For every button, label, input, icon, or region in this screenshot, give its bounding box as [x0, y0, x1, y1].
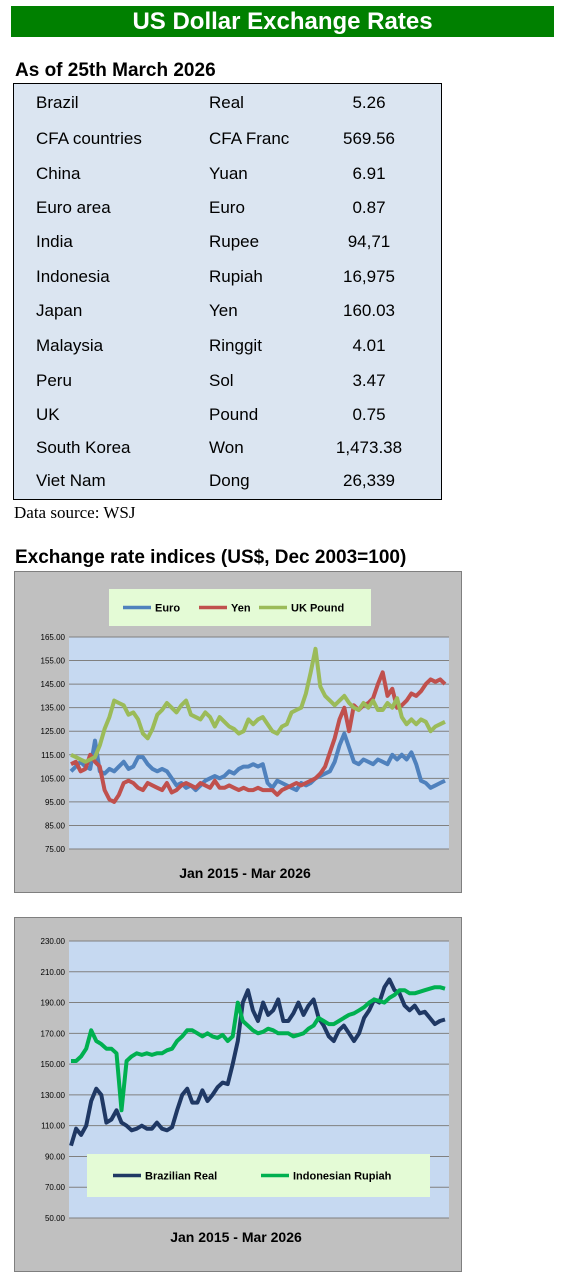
y-tick-label: 210.00 [41, 968, 66, 977]
as-of-date: As of 25th March 2026 [15, 60, 216, 81]
legend-label: UK Pound [291, 603, 344, 615]
country-cell: China [36, 164, 81, 183]
x-axis-label: Jan 2015 - Mar 2026 [170, 1229, 302, 1245]
currency-cell: Euro [209, 198, 245, 217]
rate-cell: 26,339 [343, 471, 395, 490]
table-row: Indonesia Rupiah 16,975 [14, 267, 441, 295]
legend [109, 589, 371, 626]
currency-cell: Rupiah [209, 267, 263, 286]
legend-label: Yen [231, 603, 251, 615]
table-row: Japan Yen 160.03 [14, 301, 441, 329]
rate-cell: 4.01 [352, 336, 386, 355]
table-row: Viet Nam Dong 26,339 [14, 471, 441, 499]
y-tick-label: 135.00 [41, 704, 66, 713]
y-tick-label: 130.00 [41, 1091, 66, 1100]
y-tick-label: 230.00 [41, 937, 66, 946]
y-tick-label: 110.00 [41, 1122, 65, 1131]
table-row: Euro area Euro 0.87 [14, 198, 441, 226]
country-cell: Malaysia [36, 336, 104, 355]
country-cell: Euro area [36, 198, 111, 217]
series-line-0 [69, 731, 446, 793]
table-row: UK Pound 0.75 [14, 405, 441, 433]
currency-cell: Pound [209, 405, 259, 424]
y-tick-label: 125.00 [41, 727, 66, 736]
rate-cell: 16,975 [343, 267, 395, 286]
table-row: Brazil Real 5.26 [14, 93, 441, 121]
country-cell: CFA countries [36, 129, 142, 148]
table-row: India Rupee 94,71 [14, 232, 441, 260]
currency-cell: Dong [209, 471, 250, 490]
y-tick-label: 75.00 [45, 845, 66, 854]
country-cell: Japan [36, 301, 83, 320]
currency-cell: Yuan [209, 164, 248, 183]
country-cell: Peru [36, 371, 72, 390]
y-tick-label: 70.00 [45, 1183, 66, 1192]
rate-cell: 0.87 [352, 198, 386, 217]
legend-label: Indonesian Rupiah [293, 1171, 392, 1183]
currency-cell: Rupee [209, 232, 260, 251]
y-tick-label: 90.00 [45, 1152, 66, 1161]
legend [87, 1154, 430, 1197]
series-line-1 [70, 670, 447, 804]
series-line-1 [71, 985, 446, 1113]
rate-cell: 6.91 [352, 164, 386, 183]
legend-label: Brazilian Real [145, 1171, 217, 1183]
currency-cell: CFA Franc [209, 129, 290, 148]
series-line-0 [69, 977, 446, 1147]
data-source: Data source: WSJ [14, 503, 136, 522]
y-tick-label: 95.00 [45, 798, 66, 807]
currency-cell: Won [209, 438, 244, 457]
currency-cell: Real [209, 93, 244, 112]
country-cell: Indonesia [36, 267, 110, 286]
country-cell: Brazil [36, 93, 79, 112]
currency-cell: Sol [209, 371, 234, 390]
table-row: CFA countries CFA Franc 569.56 [14, 129, 441, 157]
table-row: South Korea Won 1,473.38 [14, 438, 441, 466]
chart-major-currencies-svg: 75.00 85.00 95.00 105.00 115.00 125.00 135.00 1… [41, 589, 449, 881]
chart-emerging-currencies: 50.00 70.00 90.00 110.00 130.00 150.00 170.00 1… [14, 917, 462, 1272]
country-cell: Viet Nam [36, 471, 106, 490]
indices-heading: Exchange rate indices (US$, Dec 2003=100… [15, 547, 407, 568]
country-cell: India [36, 232, 73, 251]
table-row: Peru Sol 3.47 [14, 371, 441, 399]
rate-cell: 5.26 [352, 93, 386, 112]
y-tick-label: 50.00 [45, 1214, 66, 1223]
table-row: China Yuan 6.91 [14, 164, 441, 192]
chart-emerging-currencies-svg: 50.00 70.00 90.00 110.00 130.00 150.00 170.00 1… [41, 937, 449, 1245]
rate-cell: 0.75 [352, 405, 386, 424]
rate-cell: 569.56 [343, 129, 395, 148]
y-tick-label: 115.00 [41, 751, 65, 760]
legend-label: Euro [155, 603, 180, 615]
country-cell: UK [36, 405, 60, 424]
currency-cell: Ringgit [209, 336, 262, 355]
currency-cell: Yen [209, 301, 238, 320]
y-tick-label: 190.00 [41, 999, 66, 1008]
rate-cell: 160.03 [343, 301, 395, 320]
y-tick-label: 145.00 [41, 680, 66, 689]
y-tick-label: 170.00 [41, 1029, 66, 1038]
rates-table: Brazil Real 5.26 CFA countries CFA Franc 569.… [13, 83, 442, 500]
chart-major-currencies: 75.00 85.00 95.00 105.00 115.00 125.00 135.00 1… [14, 571, 462, 893]
y-tick-label: 85.00 [45, 821, 66, 830]
rate-cell: 1,473.38 [335, 438, 403, 457]
table-row: Malaysia Ringgit 4.01 [14, 336, 441, 364]
y-tick-label: 155.00 [41, 657, 66, 666]
x-axis-label: Jan 2015 - Mar 2026 [179, 865, 311, 881]
country-cell: South Korea [36, 438, 131, 457]
plot-area [69, 637, 449, 849]
y-tick-label: 150.00 [41, 1060, 66, 1069]
rate-cell: 3.47 [352, 371, 386, 390]
series-line-2 [70, 646, 446, 764]
y-tick-label: 105.00 [41, 774, 66, 783]
rate-cell: 94,71 [347, 232, 391, 251]
page-title: US Dollar Exchange Rates [11, 6, 554, 37]
y-tick-label: 165.00 [41, 633, 66, 642]
